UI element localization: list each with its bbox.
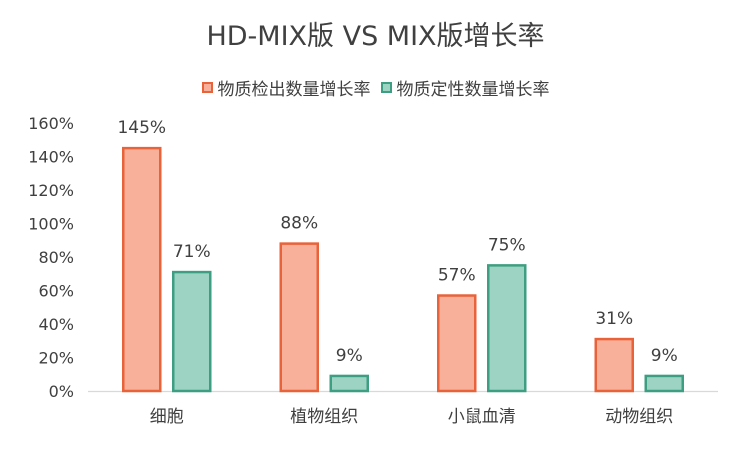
data-label: 57% (438, 266, 476, 286)
bar-detected (594, 337, 634, 393)
y-tick-label: 120% (28, 181, 74, 200)
chart-title: HD-MIX版 VS MIX版增长率 (206, 21, 545, 52)
y-tick-label: 140% (28, 148, 74, 167)
y-tick-label: 100% (28, 215, 74, 234)
bar-qualitative (644, 374, 684, 393)
data-label: 145% (117, 118, 166, 138)
legend-label-qualitative: 物质定性数量增长率 (396, 80, 550, 100)
bar-detected (122, 146, 162, 393)
legend-label-detected: 物质检出数量增长率 (217, 80, 371, 100)
data-label: 88% (280, 214, 318, 234)
bar-qualitative (329, 374, 369, 393)
data-label: 31% (595, 309, 633, 329)
x-category-label: 植物组织 (290, 407, 358, 427)
bar-detected (279, 242, 319, 393)
y-tick-label: 20% (38, 349, 74, 368)
legend-item-detected: 物质检出数量增长率 (201, 75, 371, 100)
data-label: 9% (651, 346, 678, 366)
y-tick-label: 60% (38, 282, 74, 301)
legend-swatch-detected (201, 82, 213, 93)
x-category-label: 小鼠血清 (448, 407, 516, 427)
bar-qualitative (487, 264, 527, 393)
y-tick-label: 160% (28, 114, 74, 133)
legend-swatch-qualitative (380, 82, 392, 93)
y-tick-label: 80% (38, 248, 74, 267)
y-tick-label: 40% (38, 315, 74, 334)
data-label: 75% (488, 235, 526, 255)
legend: 物质检出数量增长率 物质定性数量增长率 (0, 75, 751, 100)
y-tick-label: 0% (49, 382, 74, 401)
data-label: 71% (173, 242, 211, 262)
bar-detected (437, 294, 477, 393)
legend-item-qualitative: 物质定性数量增长率 (380, 75, 550, 100)
x-category-label: 动物组织 (605, 407, 673, 427)
data-label: 9% (336, 346, 363, 366)
x-category-label: 细胞 (150, 407, 184, 427)
bar-qualitative (172, 270, 212, 393)
